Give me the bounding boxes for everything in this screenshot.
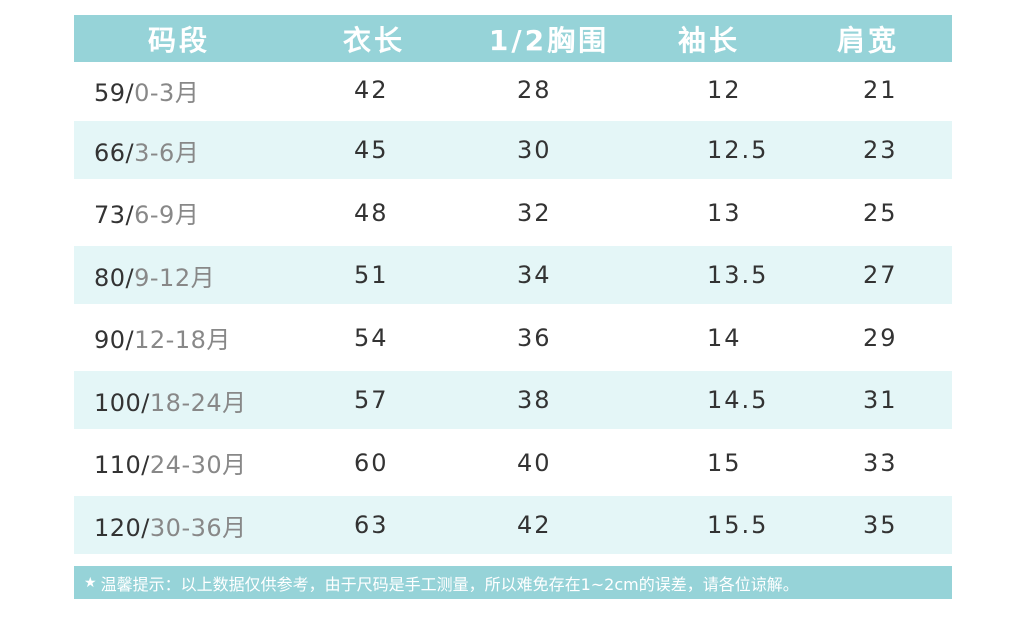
size-cell: 110/24-30月	[74, 445, 264, 480]
sleeve-cell: 12	[707, 76, 742, 104]
length-cell: 54	[354, 323, 389, 352]
size-cell: 100/18-24月	[74, 383, 264, 418]
size-code: 66/	[94, 138, 135, 167]
length-cell: 63	[354, 511, 389, 539]
header-shoulder-width: 肩宽	[836, 23, 899, 57]
size-code: 90/	[94, 326, 135, 354]
table-row: 80/9-12月 51 34 13.5 27	[74, 246, 952, 304]
table-row: 120/30-36月 63 42 15.5 35	[74, 496, 952, 554]
size-code: 100/	[94, 388, 150, 417]
age-range: 18-24月	[149, 388, 247, 417]
age-range: 9-12月	[134, 263, 216, 292]
header-size-range: 码段	[147, 23, 210, 57]
size-cell: 80/9-12月	[74, 258, 264, 293]
chest-cell: 28	[517, 76, 552, 104]
chest-cell: 30	[517, 136, 552, 164]
size-code: 59/	[94, 78, 135, 107]
table-row: 90/12-18月 54 36 14 29	[74, 309, 952, 367]
length-cell: 57	[354, 386, 389, 414]
footer-note-banner: ★ 温馨提示：以上数据仅供参考，由于尺码是手工测量，所以难免存在1~2cm的误差…	[74, 566, 952, 599]
footer-note-text: 温馨提示：以上数据仅供参考，由于尺码是手工测量，所以难免存在1~2cm的误差，请…	[100, 574, 799, 594]
age-range: 6-9月	[134, 201, 200, 229]
chest-cell: 40	[517, 448, 552, 477]
table-body: 59/0-3月 42 28 12 21 66/3-6月 45 30 12.5 2…	[74, 62, 952, 554]
length-cell: 51	[354, 261, 389, 289]
table-header-row: 码段 衣长 1/2胸围 袖长 肩宽	[74, 15, 952, 62]
age-range: 24-30月	[149, 451, 247, 479]
length-cell: 45	[354, 136, 389, 164]
size-cell: 73/6-9月	[74, 195, 264, 230]
shoulder-cell: 21	[863, 76, 898, 104]
chest-cell: 42	[517, 511, 552, 539]
shoulder-cell: 25	[863, 198, 898, 227]
shoulder-cell: 35	[863, 511, 898, 539]
sleeve-cell: 14.5	[707, 386, 769, 414]
size-cell: 120/30-36月	[74, 508, 264, 543]
size-code: 80/	[94, 263, 135, 292]
table-row: 66/3-6月 45 30 12.5 23	[74, 121, 952, 179]
size-code: 120/	[94, 513, 150, 542]
chest-cell: 34	[517, 261, 552, 289]
size-code: 110/	[94, 451, 150, 479]
length-cell: 42	[354, 76, 389, 104]
shoulder-cell: 33	[863, 448, 898, 477]
table-row: 100/18-24月 57 38 14.5 31	[74, 371, 952, 429]
sleeve-cell: 12.5	[707, 136, 769, 164]
length-cell: 48	[354, 198, 389, 227]
size-cell: 66/3-6月	[74, 133, 264, 168]
sleeve-cell: 15.5	[707, 511, 769, 539]
age-range: 12-18月	[134, 326, 231, 354]
shoulder-cell: 29	[863, 323, 898, 352]
size-chart-table: 码段 衣长 1/2胸围 袖长 肩宽 59/0-3月 42 28 12 21 66…	[74, 15, 952, 559]
shoulder-cell: 23	[863, 136, 898, 164]
table-row: 59/0-3月 42 28 12 21	[74, 62, 952, 118]
table-row: 110/24-30月 60 40 15 33	[74, 434, 952, 492]
star-icon: ★	[84, 574, 97, 591]
chest-cell: 32	[517, 198, 552, 227]
chest-cell: 38	[517, 386, 552, 414]
age-range: 0-3月	[134, 78, 200, 107]
table-row: 73/6-9月 48 32 13 25	[74, 184, 952, 242]
size-cell: 59/0-3月	[74, 73, 264, 108]
sleeve-cell: 13	[707, 198, 742, 227]
sleeve-cell: 14	[707, 323, 742, 352]
sleeve-cell: 13.5	[707, 261, 769, 289]
sleeve-cell: 15	[707, 448, 742, 477]
length-cell: 60	[354, 448, 389, 477]
size-cell: 90/12-18月	[74, 320, 264, 355]
chest-cell: 36	[517, 323, 552, 352]
size-code: 73/	[94, 201, 135, 229]
header-sleeve-length: 袖长	[677, 23, 740, 57]
age-range: 30-36月	[149, 513, 247, 542]
shoulder-cell: 27	[863, 261, 898, 289]
header-garment-length: 衣长	[342, 23, 405, 57]
age-range: 3-6月	[134, 138, 200, 167]
shoulder-cell: 31	[863, 386, 898, 414]
header-half-chest: 1/2胸围	[488, 23, 610, 57]
